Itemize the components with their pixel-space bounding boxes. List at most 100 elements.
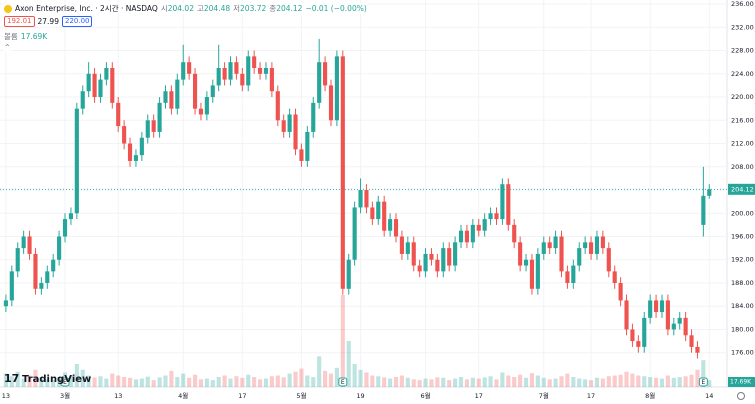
candle-body (86, 73, 91, 92)
volume-bar (423, 378, 428, 387)
candle-body (21, 236, 26, 249)
earnings-marker[interactable]: E (60, 377, 70, 387)
bid-box[interactable]: 192.01 (4, 16, 35, 27)
volume-layer (3, 295, 712, 387)
collapse-button[interactable]: ⌃ (4, 43, 11, 52)
volume-bar (21, 378, 26, 387)
last-price-label: 204.12 (731, 185, 754, 193)
candle-body (583, 242, 588, 249)
volume-bar (299, 368, 304, 387)
ohlc-item: 고204.48 (197, 3, 230, 14)
volume-bar (216, 377, 221, 387)
volume-bar (447, 380, 452, 387)
earnings-marker[interactable]: E (698, 377, 708, 387)
volume-bar (175, 377, 180, 387)
volume-bar (257, 379, 263, 387)
candle-body (263, 67, 269, 74)
volume-bar (9, 376, 14, 387)
candle-body (441, 248, 446, 272)
volume-bar (476, 378, 481, 387)
candle-body (417, 265, 422, 272)
candle-body (104, 67, 109, 80)
earnings-icon (338, 377, 348, 387)
candle-body (346, 259, 351, 289)
y-tick-label: 236.00 (731, 0, 754, 8)
candle-body (92, 73, 97, 98)
candle-body (252, 56, 257, 68)
candle-body (405, 242, 410, 254)
candle-layer (3, 38, 712, 359)
candle-body (281, 120, 286, 132)
grid (0, 0, 727, 387)
ohlc-item: 시204.02 (161, 3, 194, 14)
volume-bar (116, 375, 121, 387)
x-tick-label: 17 (587, 392, 595, 400)
candle-body (500, 184, 505, 220)
candle-body (352, 207, 357, 260)
volume-bar (317, 356, 322, 387)
ask-box[interactable]: 220.00 (61, 16, 93, 27)
volume-label: 볼륨 (4, 32, 18, 41)
volume-bar (139, 378, 144, 387)
candle-body (163, 91, 168, 103)
y-tick-label: 176.00 (731, 349, 754, 357)
volume-bar (606, 376, 611, 387)
candle-body (648, 300, 653, 318)
volume-bar (15, 371, 20, 387)
candle-body (9, 271, 14, 301)
settings-icon[interactable] (737, 392, 745, 400)
candle-body (68, 213, 73, 220)
candle-body (382, 201, 387, 231)
earnings-marker[interactable]: E (338, 377, 348, 387)
candle-body (458, 230, 464, 243)
candle-body (222, 67, 227, 80)
volume-bar (269, 376, 274, 387)
candle-body (57, 236, 62, 260)
candle-body (429, 253, 434, 260)
candle-body (506, 184, 511, 225)
candle-body (257, 67, 263, 74)
candle-body (323, 62, 328, 86)
earnings-label: E (341, 379, 345, 386)
volume-bar (364, 372, 369, 387)
candle-body (476, 224, 481, 231)
volume-bar (695, 369, 700, 387)
y-tick-label: 212.00 (731, 140, 754, 148)
candle-body (74, 108, 79, 214)
candle-body (689, 335, 694, 347)
volume-bar (74, 364, 79, 387)
candle-body (127, 143, 133, 161)
volume-bar (547, 379, 552, 387)
y-tick-label: 184.00 (731, 302, 754, 310)
volume-bar (701, 360, 706, 387)
y-tick-label: 208.00 (731, 163, 754, 171)
x-tick-label: 5월 (296, 391, 306, 400)
candle-body (488, 213, 493, 220)
volume-bar (51, 380, 56, 387)
x-tick-label: 3월 (60, 391, 70, 400)
candle-body (683, 317, 688, 336)
earnings-icon (60, 377, 70, 387)
ohlc-label: 시 (160, 4, 168, 13)
volume-bar (435, 377, 440, 387)
candle-body (636, 341, 641, 347)
volume-bar (222, 375, 227, 387)
candle-body (51, 259, 56, 272)
candle-body (181, 62, 186, 80)
volume-bar (399, 375, 404, 387)
volume-bar (204, 378, 209, 387)
ohlc-value: 203.72 (240, 4, 267, 13)
volume-bar (553, 378, 558, 387)
volume-bar (577, 378, 582, 387)
volume-bar (411, 379, 416, 387)
volume-bar (252, 377, 257, 387)
candle-body (701, 195, 706, 225)
candle-body (423, 253, 428, 272)
volume-bar (33, 369, 38, 387)
volume-bar (429, 379, 434, 387)
x-tick-label: 13 (114, 392, 122, 400)
volume-bar (583, 379, 588, 387)
volume-value-label: 17.69K (730, 379, 752, 386)
candle-body (518, 242, 523, 266)
